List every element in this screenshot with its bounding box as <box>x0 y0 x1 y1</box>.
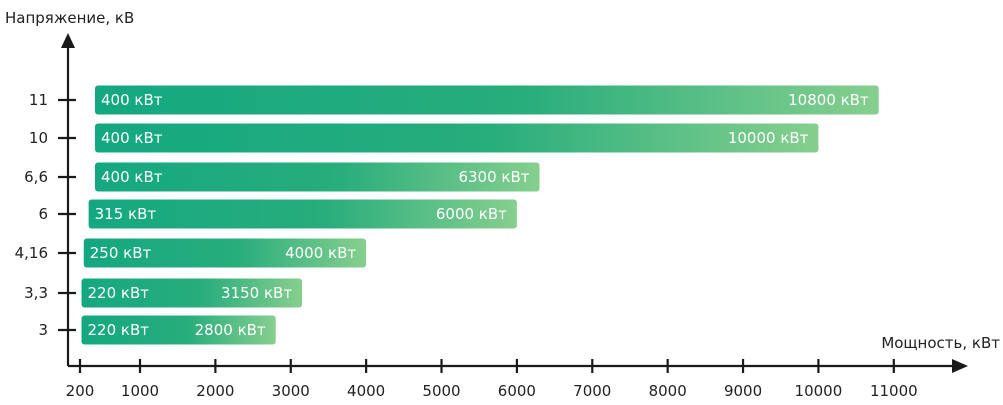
x-tick-label: 200 <box>66 382 95 400</box>
bar-min-label: 400 кВт <box>101 129 163 147</box>
bar-max-label: 4000 кВт <box>285 244 356 262</box>
y-tick-label: 6,6 <box>24 168 48 186</box>
bar-min-label: 400 кВт <box>101 91 163 109</box>
y-axis-label: Напряжение, кВ <box>5 9 134 27</box>
bar-max-label: 3150 кВт <box>221 284 292 302</box>
bar <box>95 162 540 192</box>
x-ticks-group: 200 1000 2000 3000 4000 5000 6000 7000 8000 9000 1… <box>66 359 918 400</box>
bar-min-label: 400 кВт <box>101 168 163 186</box>
bar <box>81 278 303 308</box>
bar-max-label: 10800 кВт <box>788 91 869 109</box>
bar-min-label: 250 кВт <box>90 244 152 262</box>
y-ticks-group: 3 3,3 4,16 6 6,6 10 11 <box>15 91 76 339</box>
x-tick-label: 11000 <box>870 382 918 400</box>
bar-max-label: 6000 кВт <box>436 205 507 223</box>
x-tick-label: 7000 <box>573 382 611 400</box>
y-tick-label: 4,16 <box>15 244 48 262</box>
y-tick-label: 3 <box>38 321 48 339</box>
x-tick-label: 1000 <box>121 382 159 400</box>
bar <box>81 315 276 345</box>
x-tick-label: 9000 <box>724 382 762 400</box>
bar <box>83 238 367 268</box>
x-tick-label: 6000 <box>498 382 536 400</box>
y-axis-arrow <box>61 33 75 48</box>
bars-group: 220 кВт 2800 кВт 220 кВт 3150 кВт 250 кВт 400… <box>81 85 879 345</box>
bar-max-label: 2800 кВт <box>195 321 266 339</box>
x-axis-label: Мощность, кВт <box>881 334 1000 352</box>
y-tick-label: 6 <box>38 205 48 223</box>
x-axis-arrow <box>952 359 968 373</box>
bar-max-label: 10000 кВт <box>728 129 809 147</box>
bar-min-label: 220 кВт <box>88 284 150 302</box>
y-axis <box>61 33 75 366</box>
x-tick-label: 3000 <box>272 382 310 400</box>
x-tick-label: 10000 <box>795 382 843 400</box>
bar-min-label: 315 кВт <box>95 205 157 223</box>
x-tick-label: 5000 <box>422 382 460 400</box>
bar <box>95 123 819 153</box>
x-tick-label: 2000 <box>196 382 234 400</box>
bar-min-label: 220 кВт <box>88 321 150 339</box>
bar <box>95 85 879 115</box>
bar-max-label: 6300 кВт <box>458 168 529 186</box>
x-tick-label: 4000 <box>347 382 385 400</box>
y-tick-label: 11 <box>29 91 48 109</box>
bar <box>88 199 517 229</box>
y-tick-label: 10 <box>29 129 48 147</box>
y-tick-label: 3,3 <box>24 284 48 302</box>
x-tick-label: 8000 <box>649 382 687 400</box>
